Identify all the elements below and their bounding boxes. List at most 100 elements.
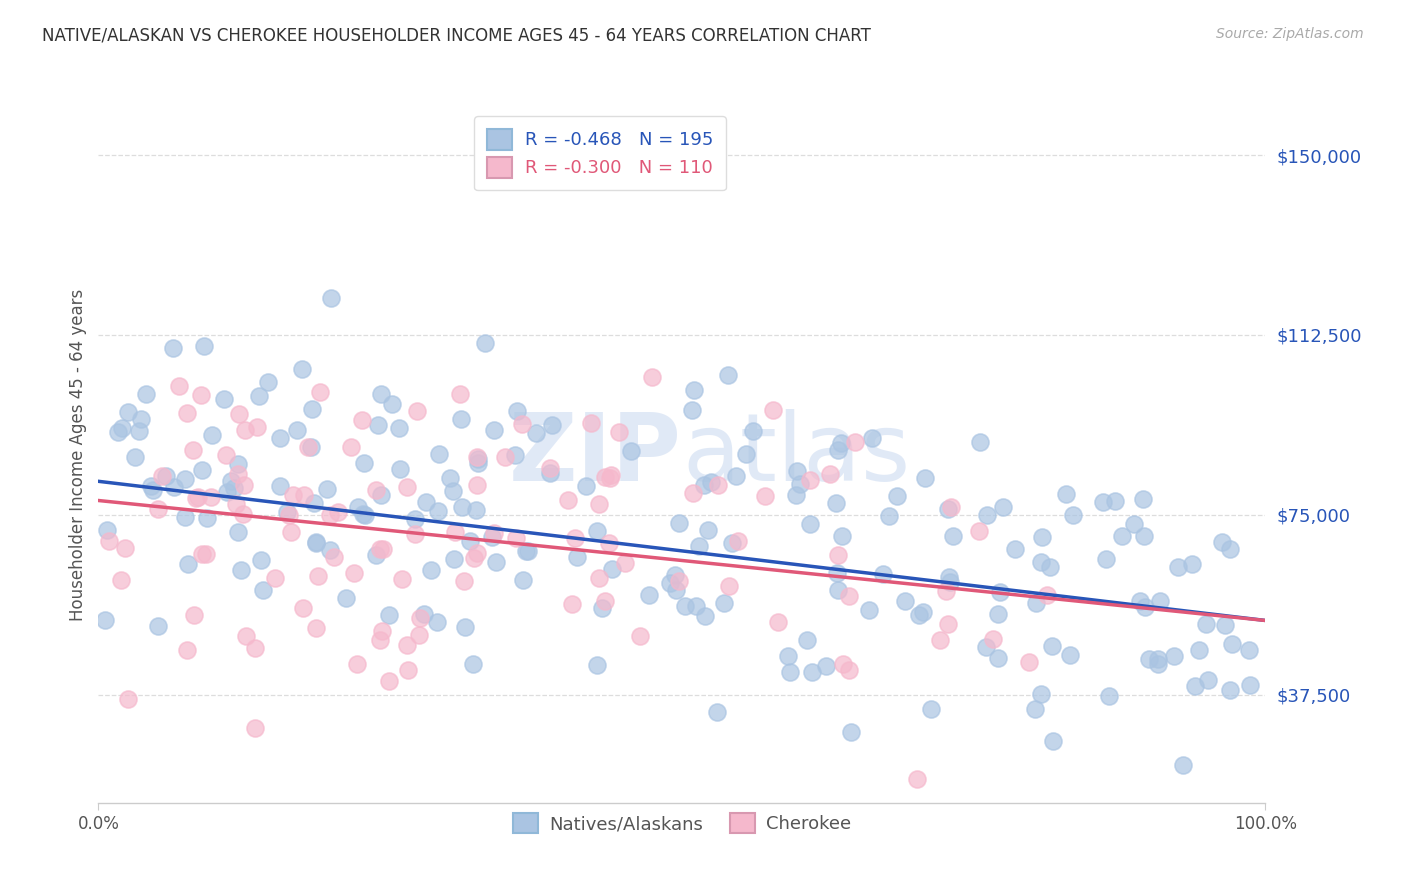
Point <box>914 470 936 484</box>
Point <box>186 491 208 505</box>
Point <box>524 426 547 441</box>
Point <box>981 632 1004 647</box>
Point <box>564 531 586 545</box>
Point <box>838 663 860 677</box>
Point <box>443 524 465 539</box>
Point <box>146 501 169 516</box>
Point <box>1059 648 1081 662</box>
Point <box>872 566 894 581</box>
Point <box>574 479 596 493</box>
Point <box>935 583 957 598</box>
Point <box>381 397 404 411</box>
Point <box>1018 656 1040 670</box>
Point <box>503 448 526 462</box>
Point <box>673 599 696 613</box>
Point <box>404 526 426 541</box>
Point <box>814 659 837 673</box>
Point <box>988 584 1011 599</box>
Point <box>541 417 564 432</box>
Point <box>222 481 245 495</box>
Point <box>280 524 302 539</box>
Point <box>461 657 484 672</box>
Point <box>301 402 323 417</box>
Point <box>389 461 412 475</box>
Point <box>494 450 516 464</box>
Point <box>278 508 301 523</box>
Point <box>700 475 723 489</box>
Point <box>512 573 534 587</box>
Point <box>193 339 215 353</box>
Text: NATIVE/ALASKAN VS CHEROKEE HOUSEHOLDER INCOME AGES 45 - 64 YEARS CORRELATION CHA: NATIVE/ALASKAN VS CHEROKEE HOUSEHOLDER I… <box>42 27 872 45</box>
Point <box>482 424 505 438</box>
Point <box>682 486 704 500</box>
Point <box>269 431 291 445</box>
Point <box>585 524 607 538</box>
Point <box>427 503 450 517</box>
Point <box>215 484 238 499</box>
Point <box>561 598 583 612</box>
Point <box>458 534 481 549</box>
Point <box>190 463 212 477</box>
Point <box>1239 678 1261 692</box>
Point <box>776 648 799 663</box>
Point <box>368 542 391 557</box>
Point <box>1042 734 1064 748</box>
Point <box>697 523 720 537</box>
Point <box>600 467 623 482</box>
Point <box>976 508 998 523</box>
Point <box>408 628 430 642</box>
Point <box>308 385 330 400</box>
Point <box>200 490 222 504</box>
Text: atlas: atlas <box>682 409 910 501</box>
Point <box>226 525 249 540</box>
Point <box>114 541 136 555</box>
Point <box>1211 534 1233 549</box>
Point <box>987 650 1010 665</box>
Point <box>110 573 132 587</box>
Point <box>1222 637 1244 651</box>
Point <box>668 516 690 530</box>
Point <box>844 434 866 449</box>
Point <box>725 468 748 483</box>
Point <box>941 500 963 514</box>
Point <box>588 571 610 585</box>
Point <box>482 525 505 540</box>
Point <box>1004 542 1026 557</box>
Point <box>353 456 375 470</box>
Point <box>665 582 688 597</box>
Point <box>371 541 394 556</box>
Point <box>167 378 190 392</box>
Point <box>1104 493 1126 508</box>
Point <box>640 369 662 384</box>
Point <box>335 591 357 605</box>
Point <box>181 442 204 457</box>
Point <box>148 619 170 633</box>
Point <box>831 529 853 543</box>
Point <box>152 469 174 483</box>
Point <box>920 702 942 716</box>
Point <box>292 601 315 615</box>
Point <box>938 569 960 583</box>
Point <box>354 508 377 522</box>
Point <box>1132 492 1154 507</box>
Point <box>1098 689 1121 703</box>
Point <box>515 543 537 558</box>
Point <box>1173 757 1195 772</box>
Point <box>443 483 465 498</box>
Point <box>706 705 728 719</box>
Point <box>176 643 198 657</box>
Point <box>789 477 811 491</box>
Point <box>1147 652 1170 666</box>
Point <box>969 524 991 538</box>
Point <box>307 569 329 583</box>
Point <box>991 500 1014 514</box>
Point <box>1137 652 1160 666</box>
Point <box>453 574 475 588</box>
Point <box>818 467 841 482</box>
Point <box>425 615 447 629</box>
Point <box>969 435 991 450</box>
Point <box>481 530 503 544</box>
Point <box>128 425 150 439</box>
Point <box>214 392 236 406</box>
Y-axis label: Householder Income Ages 45 - 64 years: Householder Income Ages 45 - 64 years <box>69 289 87 621</box>
